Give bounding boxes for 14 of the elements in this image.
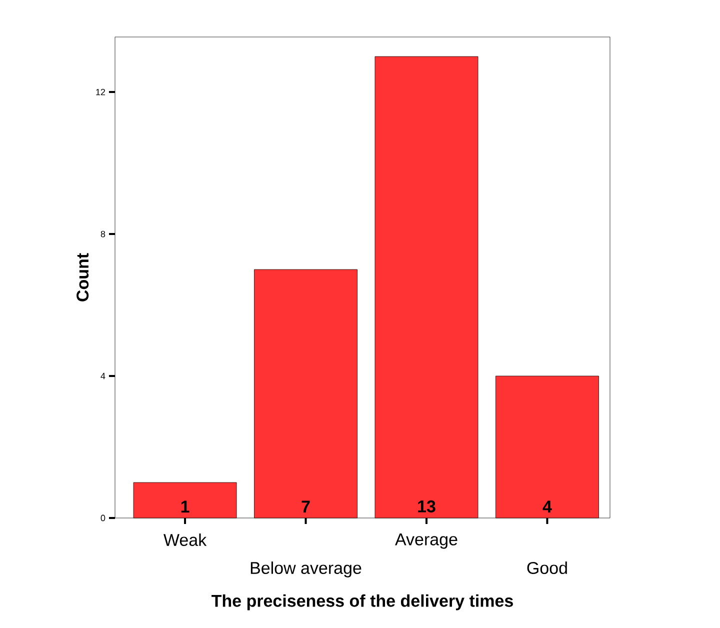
y-tick-label: 0 [100, 514, 106, 522]
data-label: 4 [542, 500, 552, 512]
y-tick-label: 12 [96, 88, 106, 96]
x-axis-title: The preciseness of the delivery times [212, 594, 513, 610]
x-tick-label: Below average [250, 562, 362, 578]
data-label: 1 [181, 500, 190, 512]
x-tick-label: Good [527, 562, 567, 574]
y-tick-label: 4 [100, 372, 106, 380]
data-label: 7 [302, 500, 310, 512]
x-tick-label: Average [395, 534, 458, 549]
y-tick-label: 8 [100, 230, 106, 238]
data-label: 13 [418, 500, 436, 512]
y-axis-title: Count [76, 253, 89, 302]
x-tick-label: Weak [164, 534, 207, 546]
